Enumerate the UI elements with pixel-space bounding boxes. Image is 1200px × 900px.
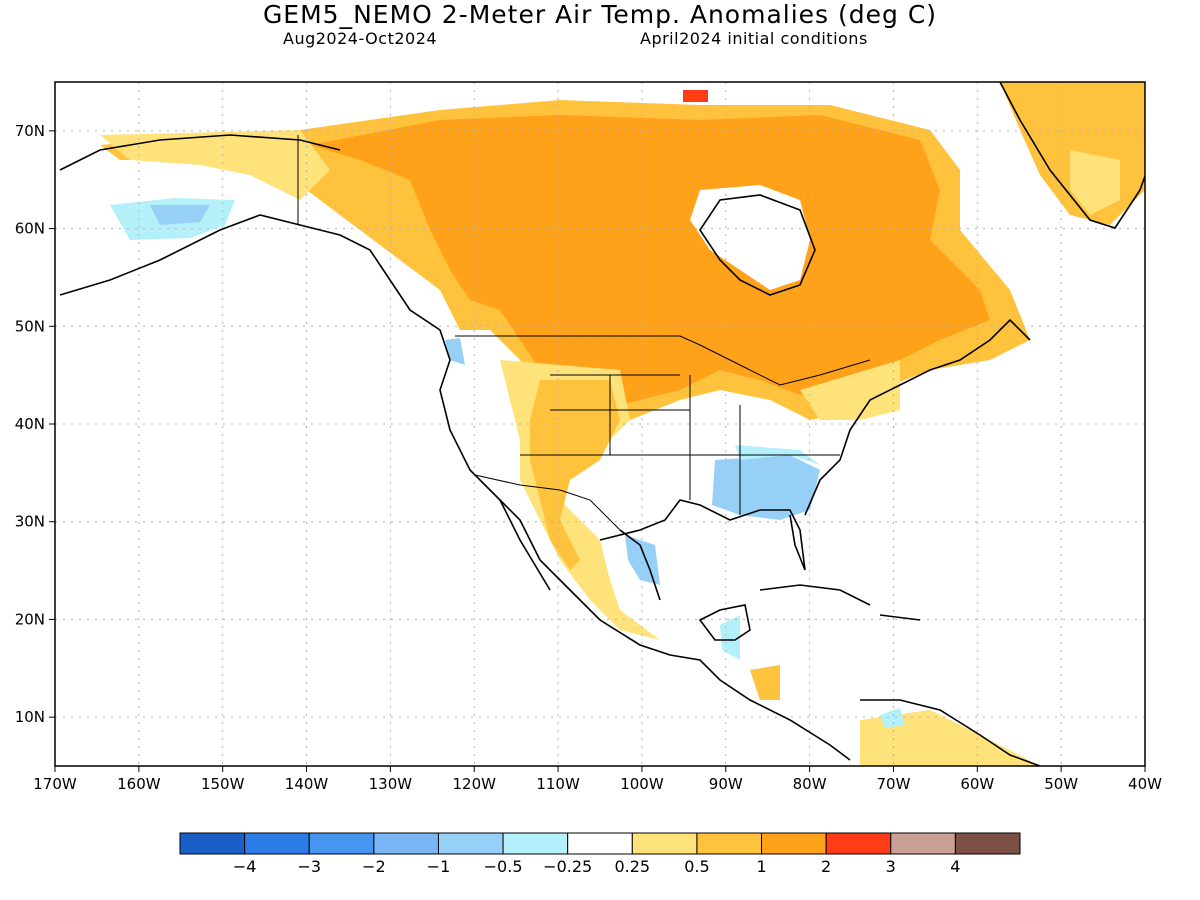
colorbar-swatch bbox=[437, 832, 504, 855]
colorbar-swatch bbox=[567, 832, 633, 855]
colorbar-label: 4 bbox=[950, 857, 960, 876]
map-title: GEM5_NEMO 2-Meter Air Temp. Anomalies (d… bbox=[262, 0, 938, 29]
southeast-cool bbox=[712, 455, 820, 520]
lon-tick-label: 40W bbox=[1128, 775, 1162, 793]
lat-tick-label: 10N bbox=[15, 708, 45, 726]
lon-tick-label: 110W bbox=[536, 775, 580, 793]
lon-tick-label: 60W bbox=[960, 775, 994, 793]
northeast-warm bbox=[800, 360, 900, 420]
longitude-ticks: 170W 160W 150W 140W 130W 120W 110W 100W 90W 80W 70… bbox=[33, 766, 1162, 793]
canada-core-region bbox=[310, 115, 990, 410]
lon-tick-label: 140W bbox=[285, 775, 329, 793]
south-america-warm bbox=[860, 710, 1040, 766]
cuba bbox=[759, 584, 871, 606]
colorbar-swatch bbox=[244, 832, 310, 855]
lon-tick-label: 100W bbox=[620, 775, 664, 793]
political-borders bbox=[297, 135, 871, 546]
south-america-coast bbox=[860, 699, 1041, 766]
lat-tick-label: 30N bbox=[15, 513, 45, 531]
initial-conditions: April2024 initial conditions bbox=[640, 29, 868, 48]
hudson-bay bbox=[699, 194, 816, 296]
us-mexico-border bbox=[474, 474, 641, 546]
hudson-bay-neutral bbox=[690, 185, 810, 290]
lon-tick-label: 90W bbox=[709, 775, 743, 793]
lon-tick-label: 120W bbox=[452, 775, 496, 793]
lat-tick-label: 40N bbox=[15, 415, 45, 433]
alaska-cool-core bbox=[150, 205, 210, 225]
north-america-coast bbox=[59, 214, 851, 761]
alaska-light-warm bbox=[100, 130, 330, 200]
lon-tick-label: 170W bbox=[33, 775, 77, 793]
colorbar-label: 0.5 bbox=[684, 857, 709, 876]
greenland-light bbox=[1070, 150, 1120, 215]
colorbar-label: −0.25 bbox=[543, 857, 592, 876]
forecast-period: Aug2024-Oct2024 bbox=[283, 29, 438, 48]
colorbar-label: −3 bbox=[297, 857, 321, 876]
colorbar-swatch bbox=[761, 832, 827, 855]
lon-tick-label: 130W bbox=[369, 775, 413, 793]
anomaly-shading bbox=[100, 82, 1145, 766]
latitude-ticks: 10N 20N 30N 40N 50N 60N 70N bbox=[15, 122, 55, 726]
lat-tick-label: 70N bbox=[15, 122, 45, 140]
lat-tick-label: 50N bbox=[15, 317, 45, 335]
colorbar-swatch bbox=[373, 832, 439, 855]
lat-tick-label: 20N bbox=[15, 610, 45, 628]
colorbar-label: 1 bbox=[756, 857, 766, 876]
gulf-coast bbox=[599, 499, 806, 571]
colorbar-label: 3 bbox=[886, 857, 896, 876]
colorbar-label: −0.5 bbox=[484, 857, 523, 876]
colorbar-label: 0.25 bbox=[614, 857, 650, 876]
colorbar-swatch bbox=[308, 832, 375, 855]
colorbar: −4 −3 −2 −1 −0.5 −0.25 0.25 0.5 1 2 3 4 bbox=[179, 832, 1021, 876]
coastlines bbox=[59, 82, 1145, 766]
lon-tick-label: 80W bbox=[793, 775, 827, 793]
lon-tick-label: 150W bbox=[201, 775, 245, 793]
rockies-warm bbox=[530, 380, 620, 570]
colorbar-label: −2 bbox=[362, 857, 386, 876]
east-coast bbox=[804, 318, 1031, 516]
mexico-cool bbox=[625, 535, 660, 585]
colorbar-swatch bbox=[954, 832, 1021, 855]
lon-tick-label: 50W bbox=[1044, 775, 1078, 793]
colorbar-swatch bbox=[502, 832, 569, 855]
colorbar-label: 2 bbox=[821, 857, 831, 876]
central-america-cool bbox=[720, 615, 740, 660]
lon-tick-label: 70W bbox=[877, 775, 911, 793]
hispaniola bbox=[879, 614, 921, 621]
lon-tick-label: 160W bbox=[117, 775, 161, 793]
us-canada-border bbox=[455, 335, 871, 386]
colorbar-swatch bbox=[696, 832, 763, 855]
colorbar-label: −4 bbox=[233, 857, 257, 876]
yucatan bbox=[698, 604, 751, 641]
colorbar-label: −1 bbox=[427, 857, 451, 876]
greenland-coast bbox=[999, 82, 1145, 229]
colorbar-swatch bbox=[825, 832, 892, 855]
central-america-warm bbox=[750, 665, 780, 700]
baja-california bbox=[499, 499, 551, 591]
colorbar-swatch bbox=[890, 832, 956, 855]
arctic-hot-cell bbox=[683, 90, 708, 102]
alaska-north-coast bbox=[59, 134, 341, 171]
caribbean-cool bbox=[880, 708, 905, 728]
lat-tick-label: 60N bbox=[15, 220, 45, 238]
colorbar-swatch bbox=[179, 832, 246, 855]
colorbar-swatch bbox=[631, 832, 698, 855]
